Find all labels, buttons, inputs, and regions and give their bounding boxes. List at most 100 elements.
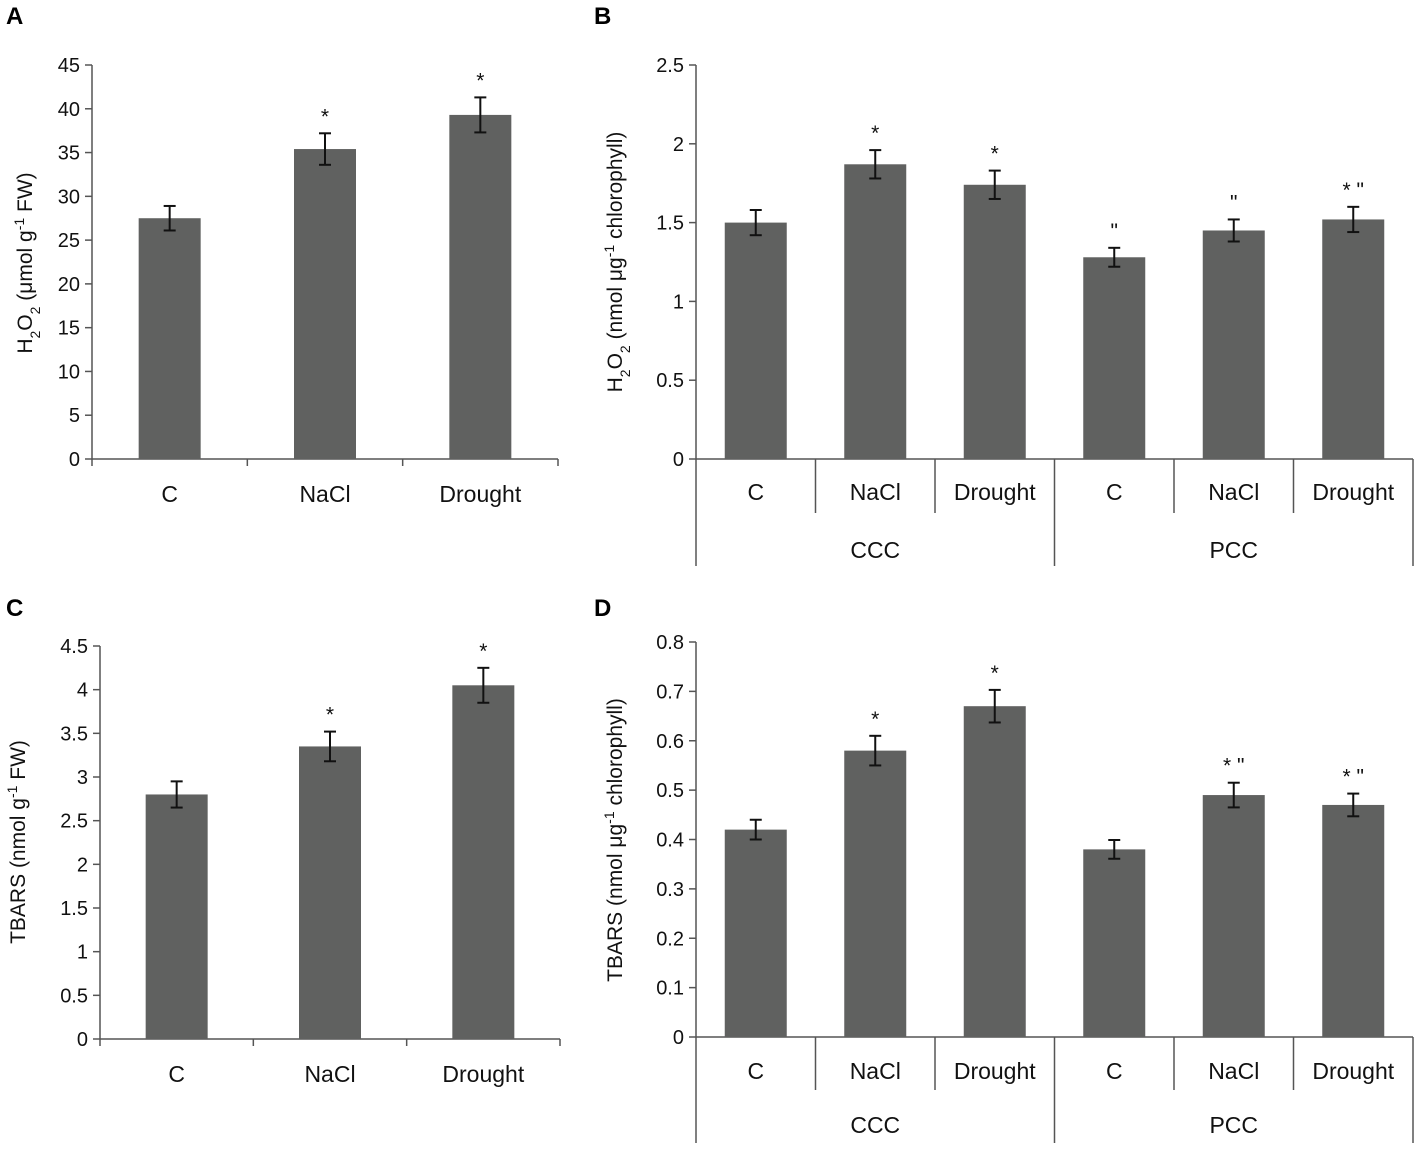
y-tick-label-d: 0.2 (656, 928, 684, 950)
significance-mark-d-6: * " (1343, 766, 1364, 789)
significance-mark-c-2: * (326, 704, 334, 727)
significance-mark-a-3: * (476, 69, 484, 92)
category-label-b-2: NaCl (850, 479, 901, 505)
category-label-d-3: Drought (954, 1058, 1036, 1084)
bar-b-4 (1083, 257, 1146, 459)
bar-c-1 (145, 794, 208, 1039)
bar-d-5 (1202, 795, 1265, 1037)
bar-d-1 (724, 829, 787, 1037)
y-tick-label-a: 0 (69, 449, 80, 471)
y-tick-label-a: 15 (58, 318, 80, 340)
y-tick-label-a: 20 (58, 274, 80, 296)
y-tick-label-a: 30 (58, 186, 80, 208)
bar-a-1 (138, 218, 201, 459)
category-label-d-4: C (1106, 1058, 1123, 1084)
significance-mark-b-2: * (871, 122, 879, 145)
category-label-b-1: C (747, 479, 764, 505)
bar-b-1 (724, 222, 787, 459)
significance-mark-d-2: * (871, 708, 879, 731)
panel-letter-b: B (594, 3, 611, 30)
bar-d-3 (963, 706, 1026, 1037)
category-label-b-3: Drought (954, 479, 1036, 505)
bar-a-2 (294, 149, 356, 459)
y-tick-label-d: 0.5 (656, 780, 684, 802)
panel-letter-a: A (6, 3, 23, 30)
y-tick-label-c: 4.5 (60, 636, 88, 658)
y-tick-label-a: 5 (69, 405, 80, 427)
category-label-a-2: NaCl (299, 481, 350, 507)
category-label-b-6: Drought (1312, 479, 1394, 505)
significance-mark-b-4: " (1111, 220, 1118, 243)
y-tick-label-d: 0.7 (656, 681, 684, 703)
bar-c-3 (452, 685, 515, 1039)
category-label-d-1: C (747, 1058, 764, 1084)
y-axis-title-d: TBARS (nmol μg-1 chlorophyll) (601, 698, 627, 982)
significance-mark-b-3: * (991, 143, 999, 166)
y-axis-title-c: TBARS (nmol g-1 FW) (4, 740, 30, 944)
y-tick-label-a: 45 (58, 55, 80, 77)
significance-mark-b-6: * " (1343, 179, 1364, 202)
category-label-c-3: Drought (442, 1061, 524, 1087)
y-tick-label-b: 0.5 (656, 370, 684, 392)
panel-c: C TBARS (nmol g-1 FW) 0 0.5 1 1.5 2 2.5 3 3.5 4 4… (4, 595, 561, 1087)
panel-d: D TBARS (nmol μg-1 chlorophyll) 0 0.1 0.2 0… (594, 595, 1414, 1143)
y-tick-label-d: 0.6 (656, 731, 684, 753)
category-label-d-2: NaCl (850, 1058, 901, 1084)
y-tick-label-a: 10 (58, 361, 80, 383)
bar-d-6 (1322, 804, 1385, 1037)
y-tick-label-d: 0.1 (656, 978, 684, 1000)
y-axis-title-b: H2O2 (nmol μg-1 chlorophyll) (601, 132, 633, 393)
category-label-b-5: NaCl (1208, 479, 1259, 505)
bar-d-2 (844, 750, 907, 1037)
bar-b-2 (844, 164, 907, 459)
category-label-a-1: C (161, 481, 178, 507)
significance-mark-b-5: " (1230, 191, 1237, 214)
panel-letter-c: C (6, 595, 23, 622)
y-tick-label-b: 1.5 (656, 213, 684, 235)
y-tick-label-d: 0 (673, 1027, 684, 1049)
y-tick-label-c: 3.5 (60, 723, 88, 745)
y-tick-label-a: 25 (58, 230, 80, 252)
bar-d-4 (1083, 849, 1146, 1037)
y-tick-label-c: 3 (77, 767, 88, 789)
y-axis-title-a: H2O2 (μmol g-1 FW) (11, 172, 43, 353)
y-tick-label-c: 0 (77, 1029, 88, 1051)
bar-b-6 (1322, 219, 1385, 459)
y-tick-label-c: 1.5 (60, 898, 88, 920)
category-label-b-4: C (1106, 479, 1123, 505)
group-label-d-ccc: CCC (850, 1112, 900, 1138)
group-label-b-pcc: PCC (1209, 537, 1258, 563)
y-tick-label-b: 2.5 (656, 55, 684, 77)
category-label-c-1: C (168, 1061, 185, 1087)
y-tick-label-b: 0 (673, 449, 684, 471)
y-tick-label-d: 0.8 (656, 632, 684, 654)
panel-a: A H2O2 (μmol g-1 FW) 0 5 10 15 20 25 30 35 40 45 C… (6, 3, 559, 507)
category-label-d-6: Drought (1312, 1058, 1394, 1084)
y-tick-label-c: 0.5 (60, 985, 88, 1007)
group-label-b-ccc: CCC (850, 537, 900, 563)
bar-a-3 (449, 114, 512, 459)
y-tick-label-d: 0.3 (656, 879, 684, 901)
significance-mark-a-2: * (321, 105, 329, 128)
y-tick-label-a: 35 (58, 143, 80, 165)
bar-b-3 (963, 184, 1026, 459)
category-label-c-2: NaCl (304, 1061, 355, 1087)
y-tick-label-b: 2 (673, 134, 684, 156)
significance-mark-d-5: * " (1223, 755, 1244, 778)
significance-mark-c-3: * (479, 640, 487, 663)
y-tick-label-c: 4 (77, 680, 88, 702)
category-label-a-3: Drought (439, 481, 521, 507)
panel-letter-d: D (594, 595, 611, 622)
y-tick-label-c: 2.5 (60, 811, 88, 833)
y-tick-label-c: 2 (77, 854, 88, 876)
y-tick-label-a: 40 (58, 99, 80, 121)
bar-b-5 (1202, 230, 1265, 459)
y-tick-label-d: 0.4 (656, 830, 684, 852)
y-tick-label-c: 1 (77, 942, 88, 964)
y-tick-label-b: 1 (673, 291, 684, 313)
panel-b: B H2O2 (nmol μg-1 chlorophyll) 0 0.5 1 1.5 2… (594, 3, 1414, 566)
significance-mark-d-3: * (991, 662, 999, 685)
bar-c-2 (299, 746, 361, 1039)
group-label-d-pcc: PCC (1209, 1112, 1258, 1138)
